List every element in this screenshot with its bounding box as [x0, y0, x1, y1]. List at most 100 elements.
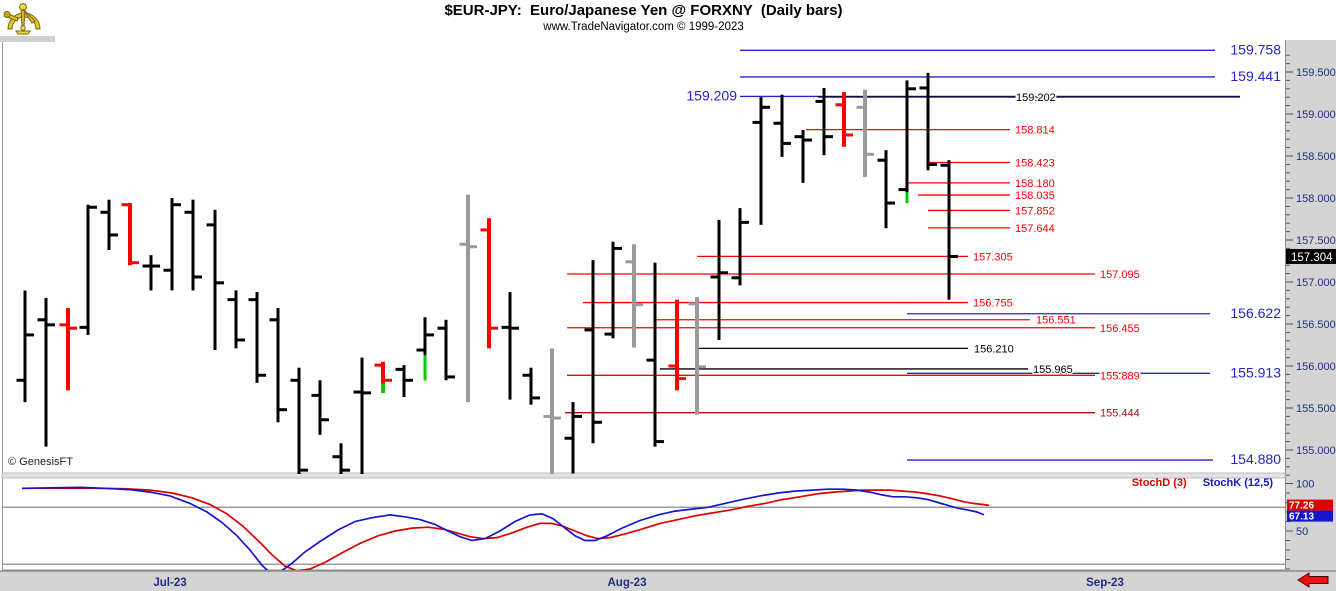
open-tick: [898, 188, 907, 192]
close-tick: [68, 326, 77, 330]
last-price-label: 157.304: [1291, 252, 1333, 264]
open-tick: [604, 332, 613, 336]
x-axis-labels: Jul-23 Aug-23 Sep-23: [153, 577, 1123, 589]
open-tick: [710, 275, 719, 279]
genesis-sextant-logo: [3, 3, 41, 35]
price-axis-label: 158.000: [1296, 193, 1336, 205]
last-price-box: [1286, 248, 1336, 264]
price-bar: [339, 443, 343, 474]
level-label: 156.210: [974, 343, 1014, 355]
price-bar: [360, 357, 364, 474]
stochk-legend-label: StochK (12,5): [1202, 477, 1273, 489]
close-tick: [634, 303, 643, 307]
close-tick: [151, 264, 160, 268]
price-bar: [149, 255, 153, 291]
close-tick: [404, 378, 413, 382]
close-tick: [761, 105, 770, 109]
stochd-legend-label: StochD (3): [1131, 477, 1187, 489]
open-tick: [668, 364, 677, 368]
close-tick: [531, 396, 540, 400]
close-tick: [320, 418, 329, 422]
open-tick: [37, 318, 46, 322]
price-axis-label: 159.000: [1296, 109, 1336, 121]
price-bar: [170, 198, 174, 291]
stoch-axis: 100 50: [1286, 479, 1314, 570]
open-tick: [121, 203, 130, 207]
close-tick: [383, 378, 392, 382]
open-tick: [227, 298, 236, 302]
open-tick: [501, 325, 510, 329]
close-tick: [593, 420, 602, 424]
price-axis-background: [1286, 40, 1336, 591]
open-tick: [646, 358, 655, 362]
price-bar: [780, 94, 784, 157]
price-bar: [947, 160, 951, 300]
stoch-gridlines: [2, 506, 1285, 565]
open-tick: [752, 120, 761, 124]
level-label: 158.035: [1015, 190, 1055, 202]
close-tick: [782, 141, 791, 145]
price-bar: [487, 218, 491, 349]
price-axis-label: 158.500: [1296, 151, 1336, 163]
price-bar: [842, 92, 846, 147]
price-bar: [675, 299, 679, 391]
open-tick: [688, 302, 697, 306]
open-tick: [142, 264, 151, 268]
price-bar: [905, 80, 909, 204]
price-axis-label: 156.000: [1296, 361, 1336, 373]
price-bar: [213, 209, 217, 351]
price-bar: [822, 87, 826, 156]
stoch-axis-label: 100: [1296, 479, 1314, 491]
close-tick: [446, 375, 455, 379]
stoch-d-line: [22, 487, 990, 570]
open-tick: [773, 121, 782, 125]
level-label: 157.852: [1015, 205, 1055, 217]
open-tick: [353, 390, 362, 394]
close-tick: [907, 87, 916, 91]
x-axis-label: Sep-23: [1086, 577, 1124, 589]
price-bars: [16, 72, 958, 474]
level-label: 155.444: [1100, 408, 1140, 420]
price-bar: [529, 367, 533, 405]
price-bar: [695, 297, 699, 415]
open-tick: [543, 414, 552, 418]
open-tick: [311, 393, 320, 397]
open-tick: [290, 378, 299, 382]
open-tick: [374, 363, 383, 367]
price-bar: [191, 199, 195, 291]
stoch-k-line: [21, 486, 985, 570]
level-label: 159.758: [1230, 41, 1281, 57]
open-tick: [625, 260, 634, 264]
x-axis-strip: [0, 571, 1336, 591]
close-tick: [46, 323, 55, 327]
price-axis-label: 155.000: [1296, 445, 1336, 457]
close-tick: [299, 468, 308, 472]
close-tick: [341, 468, 350, 472]
open-tick: [395, 367, 404, 371]
stoch-d-value: 77.26: [1289, 501, 1314, 512]
open-tick: [437, 326, 446, 330]
close-tick: [803, 138, 812, 142]
price-bar: [738, 208, 742, 286]
close-tick: [740, 220, 749, 224]
close-tick: [552, 416, 561, 420]
level-label: 157.305: [973, 251, 1013, 263]
stoch-axis-label: 50: [1296, 526, 1308, 538]
close-tick: [677, 377, 686, 381]
level-label: 155.889: [1100, 370, 1140, 382]
close-tick: [425, 333, 434, 337]
price-bar: [717, 219, 721, 340]
price-bar: [926, 72, 930, 171]
open-tick: [269, 318, 278, 322]
price-bar: [801, 129, 805, 183]
scroll-left-arrow-button[interactable]: [1296, 571, 1330, 589]
open-tick: [877, 158, 886, 162]
level-label: 158.814: [1015, 125, 1055, 137]
price-bar: [550, 348, 554, 474]
level-label: 154.880: [1230, 451, 1281, 467]
stoch-curves: [21, 486, 990, 570]
level-label: 157.644: [1015, 223, 1055, 235]
close-tick: [489, 326, 498, 330]
price-bar: [234, 290, 238, 349]
